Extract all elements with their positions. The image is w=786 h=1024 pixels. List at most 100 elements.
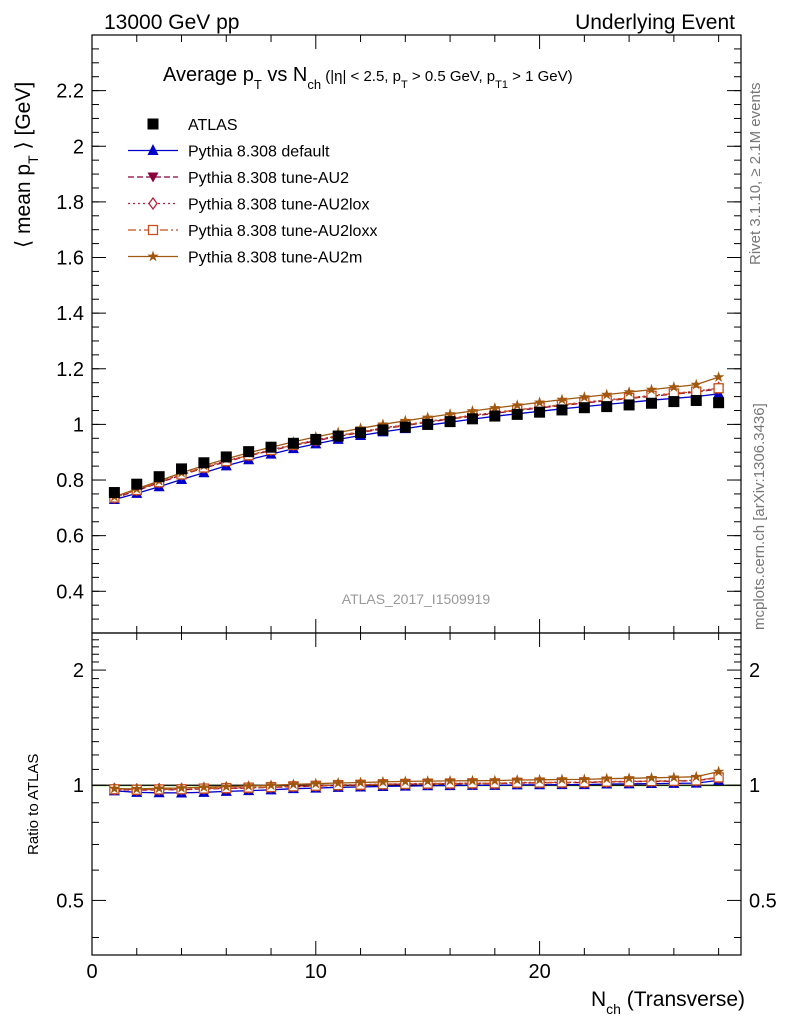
ratio-point-au2m bbox=[712, 765, 725, 777]
point-atlas bbox=[377, 424, 389, 436]
ratio-y-tick-label: 1 bbox=[73, 775, 84, 797]
point-atlas bbox=[534, 406, 546, 418]
x-tick-label: 10 bbox=[305, 961, 327, 983]
point-au2m bbox=[623, 386, 635, 397]
point-atlas bbox=[578, 402, 590, 414]
ratio-point-au2m bbox=[645, 771, 658, 783]
ratio-point-au2m bbox=[108, 782, 121, 794]
point-au2m bbox=[466, 405, 479, 416]
legend-label-default: Pythia 8.308 default bbox=[188, 144, 330, 161]
main-y-tick-label: 0.6 bbox=[56, 526, 84, 548]
ratio-point-au2m bbox=[332, 777, 344, 788]
ratio-point-au2m bbox=[175, 782, 188, 793]
main-y-tick-label: 1.6 bbox=[56, 248, 84, 270]
point-atlas bbox=[198, 457, 210, 469]
point-atlas bbox=[287, 437, 299, 449]
series-line-au2loxx bbox=[114, 387, 719, 499]
point-au2m bbox=[556, 393, 568, 405]
legend-marker-au2 bbox=[147, 172, 159, 183]
point-au2m bbox=[690, 378, 702, 390]
ratio-point-au2m bbox=[623, 772, 635, 784]
legend-label-au2: Pythia 8.308 tune-AU2 bbox=[188, 170, 349, 187]
ratio-point-au2m bbox=[377, 775, 389, 787]
ratio-point-au2m bbox=[287, 778, 300, 790]
ratio-y-tick-label-right: 1 bbox=[749, 775, 760, 797]
point-au2m bbox=[489, 401, 501, 413]
point-atlas bbox=[601, 401, 613, 413]
legend-marker-au2m bbox=[147, 250, 159, 262]
x-tick-label: 0 bbox=[86, 961, 97, 983]
main-y-tick-label: 1.4 bbox=[56, 303, 84, 325]
point-atlas bbox=[556, 404, 568, 416]
point-atlas bbox=[690, 394, 702, 406]
point-au2m bbox=[645, 383, 658, 395]
ratio-point-au2m bbox=[578, 773, 591, 785]
main-y-tick-label: 2.2 bbox=[56, 81, 84, 103]
ratio-point-au2m bbox=[466, 774, 479, 786]
header-right-label: Underlying Event bbox=[575, 11, 735, 34]
ratio-line-au2loxx bbox=[114, 776, 719, 791]
ratio-y-tick-label: 0.5 bbox=[56, 890, 84, 912]
point-atlas bbox=[176, 463, 188, 475]
point-atlas bbox=[310, 433, 322, 445]
ratio-point-au2m bbox=[601, 772, 613, 784]
ratio-point-au2m bbox=[556, 773, 568, 785]
ratio-line-default bbox=[114, 779, 719, 794]
analysis-watermark: ATLAS_2017_I1509919 bbox=[342, 591, 491, 607]
point-au2m bbox=[578, 391, 591, 402]
ratio-y-tick-label: 2 bbox=[73, 660, 84, 682]
main-y-tick-label: 1 bbox=[73, 414, 84, 436]
point-au2m bbox=[712, 371, 725, 382]
x-tick-label: 20 bbox=[528, 961, 550, 983]
point-atlas bbox=[108, 487, 120, 499]
ratio-point-au2m bbox=[668, 771, 680, 783]
ratio-y-tick-label-right: 0.5 bbox=[749, 890, 777, 912]
legend-label-au2lox: Pythia 8.308 tune-AU2lox bbox=[188, 197, 369, 214]
main-y-tick-label: 2 bbox=[73, 136, 84, 158]
ratio-point-au2m bbox=[690, 770, 702, 782]
point-au2loxx bbox=[713, 383, 724, 394]
ratio-point-au2m bbox=[511, 774, 523, 785]
point-au2m bbox=[533, 396, 546, 408]
point-atlas bbox=[645, 397, 657, 409]
main-y-tick-label: 1.8 bbox=[56, 192, 84, 214]
header-left-label: 13000 GeV pp bbox=[104, 11, 239, 34]
ratio-point-au2m bbox=[533, 773, 546, 785]
point-atlas bbox=[355, 427, 367, 439]
point-atlas bbox=[243, 446, 255, 458]
legend-marker-default bbox=[147, 144, 159, 155]
ratio-axes: 0.5 0.51 12 20 10 20 bbox=[56, 633, 777, 983]
ratio-point-au2m bbox=[198, 781, 210, 793]
point-atlas bbox=[489, 410, 501, 422]
series-line-au2m bbox=[114, 376, 719, 498]
ratio-point-au2m bbox=[131, 782, 143, 794]
ratio-point-au2m bbox=[265, 779, 277, 791]
point-au2m bbox=[399, 414, 412, 426]
main-y-tick-label: 0.8 bbox=[56, 470, 84, 492]
main-axes: 0.4 0.6 0.8 1 1.2 1.4 1.6 1.8 2 2.2 bbox=[56, 35, 741, 633]
legend-marker-au2lox bbox=[148, 196, 158, 211]
ratio-line-au2m bbox=[114, 770, 719, 790]
point-atlas bbox=[668, 396, 680, 408]
point-atlas bbox=[332, 430, 344, 442]
ratio-point-au2m bbox=[242, 779, 255, 791]
ratio-point-au2m bbox=[153, 782, 165, 794]
ratio-point-au2m bbox=[489, 774, 501, 786]
point-au2m bbox=[668, 381, 680, 392]
ratio-point-au2m bbox=[354, 776, 367, 788]
x-axis-title: Nch (Transverse) bbox=[591, 988, 745, 1017]
point-atlas bbox=[265, 441, 277, 453]
main-series-group bbox=[108, 371, 725, 504]
point-au2m bbox=[601, 388, 613, 400]
point-au2m bbox=[511, 399, 523, 411]
legend-label-atlas: ATLAS bbox=[188, 117, 238, 134]
mcplots-label: mcplots.cern.ch [arXiv:1306.3436] bbox=[751, 403, 768, 630]
point-atlas bbox=[131, 478, 143, 490]
rivet-version-label: Rivet 3.1.10, ≥ 2.1M events bbox=[747, 83, 764, 266]
point-au2m bbox=[444, 408, 456, 419]
point-atlas bbox=[220, 451, 232, 463]
legend-label-au2loxx: Pythia 8.308 tune-AU2loxx bbox=[188, 223, 377, 240]
point-au2m bbox=[421, 411, 434, 423]
plot-title: Average pT vs Nch (|η| < 2.5, pT > 0.5 G… bbox=[163, 64, 573, 92]
